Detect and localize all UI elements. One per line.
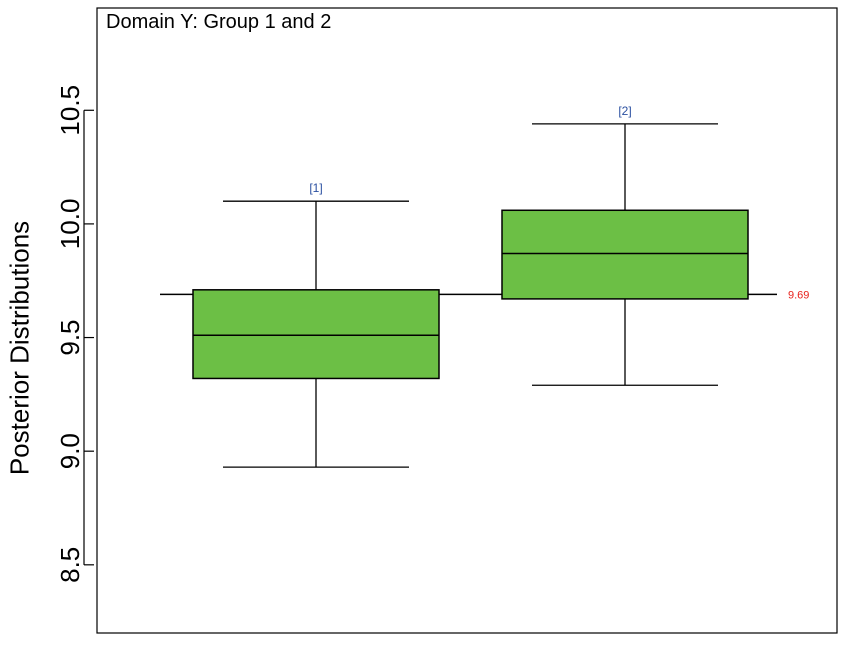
reference-line-label: 9.69 [788,289,809,301]
box-iqr [501,209,749,300]
y-tick-label: 9.0 [55,433,85,469]
y-tick-label: 10.5 [55,85,85,136]
y-tick-label: 9.5 [55,319,85,355]
box-group: [1] [2] [192,104,749,468]
box-1: [1] [192,181,440,468]
box-label: [2] [618,104,631,118]
box-label: [1] [309,181,322,195]
y-tick-label: 10.0 [55,199,85,250]
box-iqr [192,289,440,380]
y-tick-label: 8.5 [55,547,85,583]
chart-title: Domain Y: Group 1 and 2 [106,11,332,33]
plot-frame [96,7,838,634]
box-2: [2] [501,104,749,386]
y-axis: 8.5 9.0 9.5 10.0 10.5 [55,85,94,583]
